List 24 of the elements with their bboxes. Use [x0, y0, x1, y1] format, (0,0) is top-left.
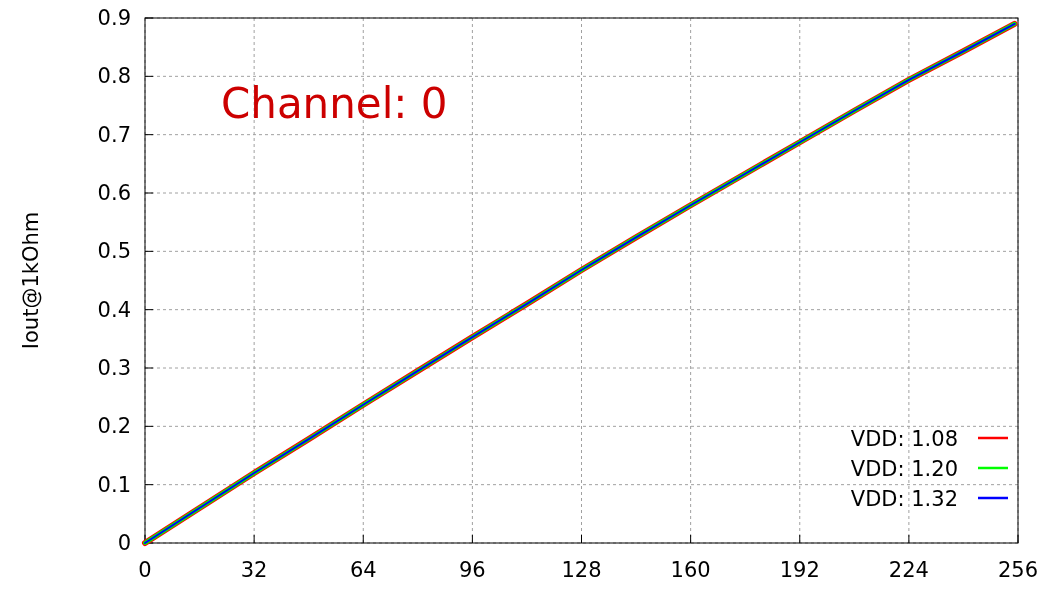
x-tick-label: 128	[561, 558, 602, 582]
y-tick-label: 0	[117, 531, 131, 555]
y-tick-label: 0.8	[97, 64, 131, 89]
x-tick-label: 256	[997, 558, 1039, 582]
y-tick-label: 0.7	[97, 122, 131, 147]
x-tick-label: 0	[138, 558, 152, 582]
x-tick-label: 96	[459, 558, 486, 582]
y-tick-label: 0.2	[97, 414, 131, 439]
annotation: Channel: 0	[220, 79, 448, 128]
legend-label: VDD: 1.08	[850, 427, 958, 451]
x-tick-label: 32	[240, 558, 268, 582]
y-tick-label: 0.1	[97, 472, 131, 497]
x-tick-label: 224	[888, 558, 929, 582]
legend-label: VDD: 1.20	[850, 457, 958, 481]
y-axis-title: Iout@1kOhm	[19, 211, 43, 350]
x-tick-label: 64	[349, 558, 377, 582]
y-tick-label: 0.4	[97, 297, 131, 322]
x-tick-label: 160	[670, 558, 711, 582]
x-tick-label: 192	[779, 558, 820, 582]
legend-label: VDD: 1.32	[850, 487, 958, 511]
y-tick-label: 0.5	[97, 239, 131, 264]
y-tick-label: 0.9	[97, 6, 131, 30]
y-tick-label: 0.6	[97, 181, 131, 205]
y-tick-label: 0.3	[97, 356, 131, 380]
